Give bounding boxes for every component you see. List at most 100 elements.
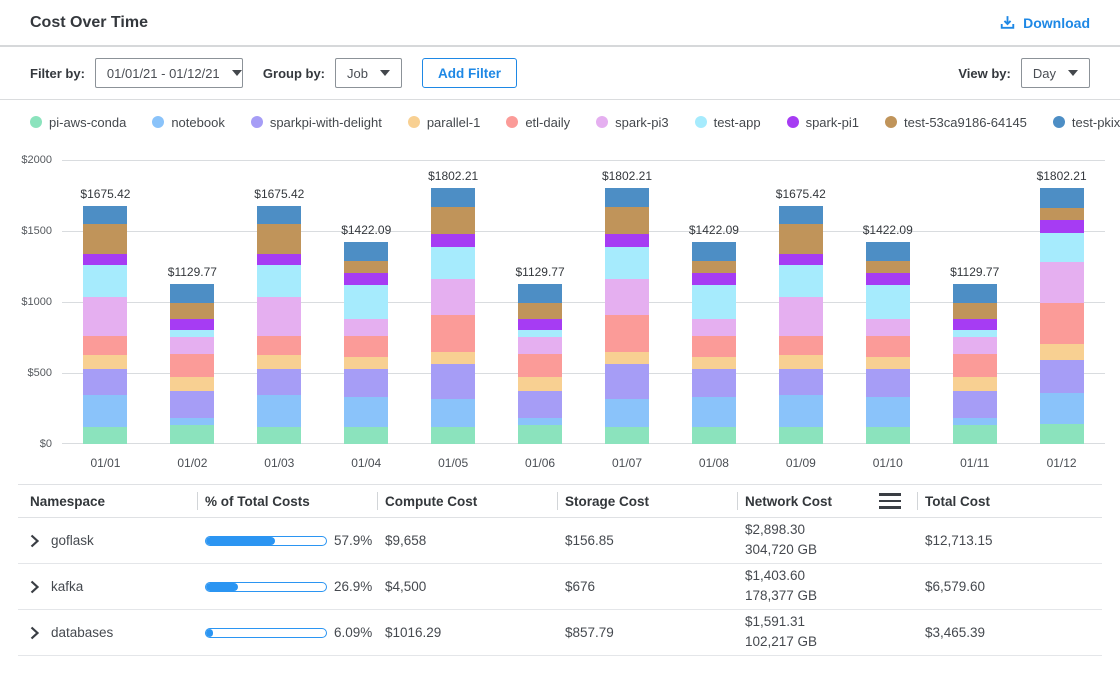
bar-segment-test-53ca9186-64145[interactable]: [170, 303, 214, 319]
bar-segment-sparkpi-with-delight[interactable]: [953, 391, 997, 418]
bar-segment-test-app[interactable]: [431, 247, 475, 279]
bar-segment-notebook[interactable]: [344, 397, 388, 427]
bar-segment-test-pkix[interactable]: [170, 284, 214, 304]
bar-segment-test-app[interactable]: [257, 265, 301, 297]
bar-01-07[interactable]: [605, 188, 649, 444]
bar-segment-test-pkix[interactable]: [83, 206, 127, 224]
legend-item-test-53ca9186-64145[interactable]: test-53ca9186-64145: [885, 115, 1027, 130]
bar-segment-test-app[interactable]: [1040, 233, 1084, 262]
bar-segment-sparkpi-with-delight[interactable]: [431, 364, 475, 399]
bar-segment-parallel-1[interactable]: [1040, 344, 1084, 360]
bar-segment-test-pkix[interactable]: [692, 242, 736, 261]
bar-01-10[interactable]: [866, 242, 910, 444]
column-header-storage-cost[interactable]: Storage Cost: [557, 485, 737, 517]
download-button[interactable]: Download: [999, 14, 1090, 31]
bar-segment-pi-aws-conda[interactable]: [779, 427, 823, 444]
bar-segment-test-app[interactable]: [518, 330, 562, 337]
bar-segment-sparkpi-with-delight[interactable]: [518, 391, 562, 418]
bar-01-12[interactable]: [1040, 188, 1084, 444]
bar-01-04[interactable]: [344, 242, 388, 444]
bar-segment-spark-pi1[interactable]: [953, 319, 997, 330]
bar-segment-sparkpi-with-delight[interactable]: [170, 391, 214, 418]
bar-segment-pi-aws-conda[interactable]: [692, 427, 736, 444]
bar-segment-pi-aws-conda[interactable]: [170, 425, 214, 444]
expand-chevron-icon[interactable]: [30, 534, 39, 548]
bar-segment-spark-pi3[interactable]: [605, 279, 649, 316]
bar-segment-test-pkix[interactable]: [257, 206, 301, 224]
bar-segment-test-53ca9186-64145[interactable]: [83, 224, 127, 254]
bar-segment-spark-pi1[interactable]: [866, 273, 910, 285]
bar-segment-test-53ca9186-64145[interactable]: [344, 261, 388, 273]
column-header--of-total-costs[interactable]: % of Total Costs: [197, 485, 377, 517]
bar-segment-spark-pi1[interactable]: [692, 273, 736, 285]
bar-segment-notebook[interactable]: [170, 418, 214, 425]
date-range-select[interactable]: 01/01/21 - 01/12/21: [95, 58, 243, 88]
bar-segment-notebook[interactable]: [431, 399, 475, 427]
bar-segment-pi-aws-conda[interactable]: [344, 427, 388, 444]
column-header-network-cost[interactable]: Network Cost: [737, 485, 917, 517]
bar-segment-etl-daily[interactable]: [605, 315, 649, 352]
bar-segment-test-pkix[interactable]: [953, 284, 997, 304]
bar-segment-spark-pi1[interactable]: [431, 234, 475, 246]
bar-segment-notebook[interactable]: [518, 418, 562, 425]
bar-01-05[interactable]: [431, 188, 475, 444]
column-header-total-cost[interactable]: Total Cost: [917, 485, 1102, 517]
bar-segment-pi-aws-conda[interactable]: [518, 425, 562, 444]
bar-segment-sparkpi-with-delight[interactable]: [779, 369, 823, 395]
bar-segment-test-pkix[interactable]: [866, 242, 910, 261]
bar-segment-etl-daily[interactable]: [1040, 303, 1084, 344]
bar-segment-spark-pi3[interactable]: [344, 319, 388, 336]
bar-segment-test-app[interactable]: [866, 285, 910, 318]
bar-segment-pi-aws-conda[interactable]: [605, 427, 649, 444]
legend-item-test-pkix[interactable]: test-pkix: [1053, 115, 1120, 130]
column-menu-icon[interactable]: [879, 493, 907, 509]
legend-item-pi-aws-conda[interactable]: pi-aws-conda: [30, 115, 126, 130]
bar-segment-test-pkix[interactable]: [1040, 188, 1084, 208]
bar-segment-etl-daily[interactable]: [257, 336, 301, 355]
group-by-select[interactable]: Job: [335, 58, 402, 88]
bar-segment-etl-daily[interactable]: [518, 354, 562, 377]
bar-segment-spark-pi1[interactable]: [170, 319, 214, 330]
legend-item-notebook[interactable]: notebook: [152, 115, 225, 130]
bar-segment-test-app[interactable]: [605, 247, 649, 279]
bar-segment-spark-pi3[interactable]: [866, 319, 910, 336]
bar-segment-test-53ca9186-64145[interactable]: [518, 303, 562, 319]
view-by-select[interactable]: Day: [1021, 58, 1090, 88]
bar-segment-etl-daily[interactable]: [953, 354, 997, 377]
bar-segment-parallel-1[interactable]: [257, 355, 301, 369]
bar-segment-test-53ca9186-64145[interactable]: [779, 224, 823, 254]
bar-segment-sparkpi-with-delight[interactable]: [866, 369, 910, 397]
bar-01-08[interactable]: [692, 242, 736, 444]
bar-segment-pi-aws-conda[interactable]: [866, 427, 910, 444]
bar-segment-notebook[interactable]: [692, 397, 736, 427]
bar-segment-notebook[interactable]: [953, 418, 997, 425]
bar-segment-parallel-1[interactable]: [779, 355, 823, 369]
legend-item-sparkpi-with-delight[interactable]: sparkpi-with-delight: [251, 115, 382, 130]
bar-segment-spark-pi3[interactable]: [779, 297, 823, 336]
bar-segment-notebook[interactable]: [257, 395, 301, 427]
bar-01-01[interactable]: [83, 206, 127, 444]
bar-segment-spark-pi3[interactable]: [431, 279, 475, 316]
bar-segment-notebook[interactable]: [83, 395, 127, 427]
bar-segment-test-53ca9186-64145[interactable]: [866, 261, 910, 273]
bar-segment-spark-pi1[interactable]: [518, 319, 562, 330]
bar-segment-spark-pi1[interactable]: [1040, 220, 1084, 233]
bar-segment-notebook[interactable]: [866, 397, 910, 427]
bar-segment-test-pkix[interactable]: [518, 284, 562, 304]
bar-01-09[interactable]: [779, 206, 823, 444]
bar-segment-sparkpi-with-delight[interactable]: [257, 369, 301, 395]
legend-item-parallel-1[interactable]: parallel-1: [408, 115, 480, 130]
bar-segment-etl-daily[interactable]: [83, 336, 127, 355]
bar-segment-parallel-1[interactable]: [605, 352, 649, 364]
bar-segment-parallel-1[interactable]: [83, 355, 127, 369]
bar-segment-spark-pi3[interactable]: [953, 337, 997, 353]
bar-segment-spark-pi3[interactable]: [83, 297, 127, 336]
legend-item-test-app[interactable]: test-app: [695, 115, 761, 130]
bar-segment-spark-pi1[interactable]: [605, 234, 649, 246]
legend-item-etl-daily[interactable]: etl-daily: [506, 115, 570, 130]
bar-segment-sparkpi-with-delight[interactable]: [344, 369, 388, 397]
bar-segment-spark-pi3[interactable]: [1040, 262, 1084, 303]
expand-chevron-icon[interactable]: [30, 626, 39, 640]
bar-segment-test-app[interactable]: [953, 330, 997, 337]
bar-segment-sparkpi-with-delight[interactable]: [83, 369, 127, 395]
